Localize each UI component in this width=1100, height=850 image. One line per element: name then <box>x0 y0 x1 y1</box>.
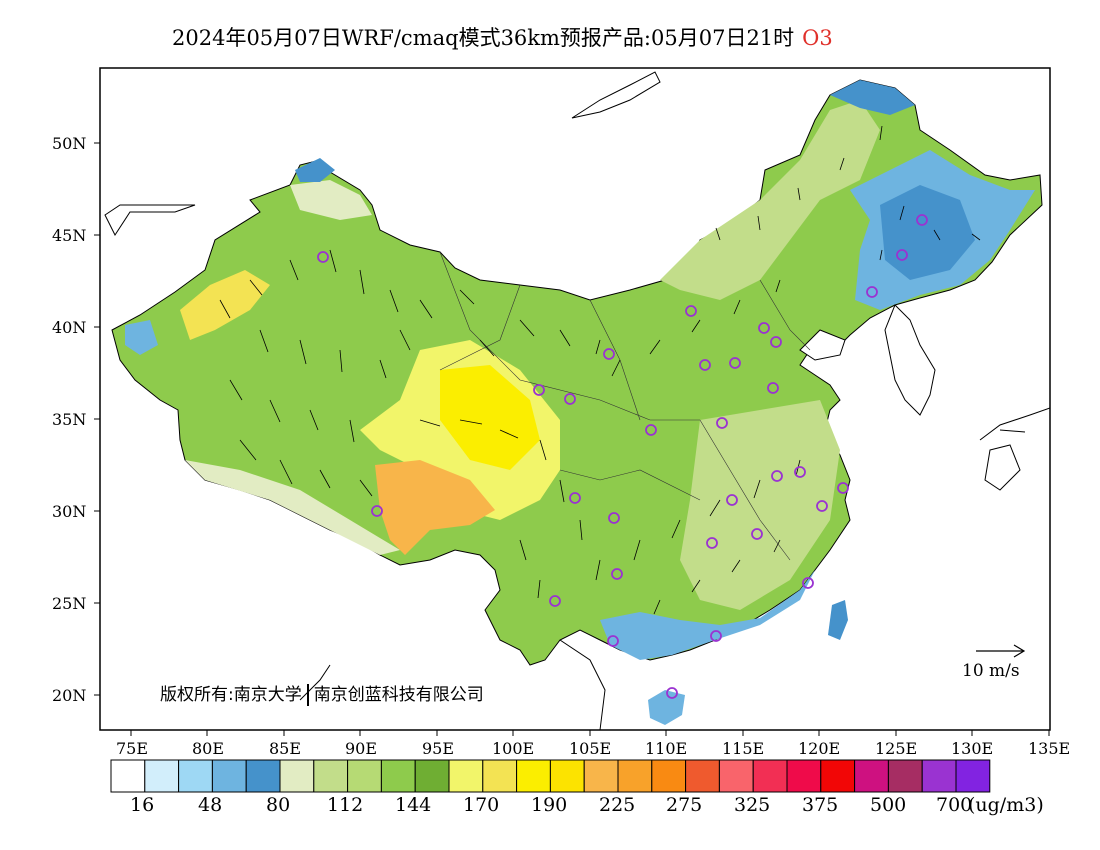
station-markers <box>317 214 928 699</box>
lon-label: 95E <box>422 739 455 758</box>
region-orange-tibet <box>375 460 495 555</box>
colorbar-swatch <box>414 759 450 793</box>
colorbar-label: 190 <box>531 794 568 816</box>
colorbar-swatch <box>921 759 957 793</box>
region-blue-taiwan <box>828 600 848 640</box>
colorbar-swatch <box>347 759 382 793</box>
copyright-right: 南京创蓝科技有限公司 <box>313 685 484 705</box>
lon-label: 80E <box>192 739 225 758</box>
lon-label: 120E <box>798 739 841 758</box>
lat-label: 35N <box>52 410 87 429</box>
colorbar-unit: (ug/m3) <box>968 794 1044 816</box>
colorbar-swatch <box>144 759 180 793</box>
colorbar-label: 325 <box>734 794 771 816</box>
colorbar-label: 275 <box>666 794 703 816</box>
region-blue-northwest <box>295 158 335 182</box>
colorbar-swatch <box>211 759 247 793</box>
colorbar-label: 225 <box>599 794 636 816</box>
map-title: 2024年05月07日WRF/cmaq模式36km预报产品:05月07日21时 O… <box>172 22 833 52</box>
copyright-text: 版权所有:南京大学 南京创蓝科技有限公司 <box>160 680 484 706</box>
region-yellow-xinjiang <box>180 270 270 340</box>
region-pale-north <box>290 180 372 220</box>
region-yellow-center <box>440 365 540 470</box>
colorbar-swatch <box>583 759 619 793</box>
lon-label: 130E <box>951 739 994 758</box>
lon-label: 85E <box>269 739 302 758</box>
colorbar-swatch <box>245 759 281 793</box>
lat-label: 20N <box>52 686 87 705</box>
lat-label: 30N <box>52 502 87 521</box>
colorbar <box>110 759 991 793</box>
colorbar-label: 375 <box>802 794 839 816</box>
colorbar-swatch <box>786 759 822 793</box>
colorbar-swatch <box>549 759 585 793</box>
lat-label: 45N <box>52 226 87 245</box>
wind-vectors <box>219 125 981 615</box>
wind-scale-label: 10 m/s <box>962 661 1020 681</box>
lon-ticks <box>130 730 1050 736</box>
lon-label: 75E <box>116 739 149 758</box>
shandong-coast <box>799 329 846 361</box>
colorbar-swatch <box>448 759 484 793</box>
colorbar-label: 500 <box>870 794 907 816</box>
region-blue-north-tip <box>830 80 915 115</box>
colorbar-swatch <box>718 759 754 793</box>
map-frame <box>99 67 1051 731</box>
lon-label: 115E <box>722 739 765 758</box>
lon-label: 125E <box>875 739 918 758</box>
colorbar-label: 170 <box>463 794 500 816</box>
japan-outline <box>979 407 1050 491</box>
colorbar-swatch <box>313 759 349 793</box>
copyright-left: 版权所有:南京大学 <box>160 685 302 705</box>
lon-label: 135E <box>1028 739 1071 758</box>
colorbar-swatch <box>482 759 518 793</box>
colorbar-swatch <box>380 759 416 793</box>
colorbar-swatch <box>651 759 687 793</box>
colorbar-swatch <box>178 759 213 793</box>
vietnam-outline <box>299 639 606 730</box>
colorbar-swatch <box>279 759 315 793</box>
colorbar-swatch <box>685 759 720 793</box>
region-light-green-ne <box>660 100 880 300</box>
russia-coast-outline <box>571 71 661 119</box>
colorbar-swatch <box>617 759 653 793</box>
region-blue-west <box>125 320 158 355</box>
region-blue-hainan <box>648 690 685 725</box>
region-light-green-south <box>680 400 840 610</box>
wind-scale-arrow <box>976 644 1026 658</box>
caspian-outline <box>104 204 196 237</box>
colorbar-swatch <box>854 759 889 793</box>
colorbar-label: 16 <box>130 794 155 816</box>
colorbar-swatch <box>887 759 923 793</box>
region-blue-northeast-dark <box>880 185 975 280</box>
copyright-separator <box>306 684 309 706</box>
colorbar-label: 48 <box>198 794 223 816</box>
region-blue-guangdong <box>600 570 815 660</box>
lat-label: 25N <box>52 594 87 613</box>
pollutant-label: O3 <box>802 26 833 50</box>
title-text: 2024年05月07日WRF/cmaq模式36km预报产品:05月07日21时 <box>172 26 795 50</box>
lat-label: 40N <box>52 318 87 337</box>
region-pale-west <box>185 460 400 555</box>
lon-label: 110E <box>645 739 688 758</box>
colorbar-swatch <box>752 759 788 793</box>
colorbar-label: 144 <box>395 794 432 816</box>
colorbar-swatch <box>955 759 991 793</box>
colorbar-label: 700 <box>936 794 973 816</box>
lon-label: 105E <box>569 739 612 758</box>
lon-label: 100E <box>492 739 535 758</box>
colorbar-swatch <box>820 759 856 793</box>
colorbar-swatch <box>110 759 146 793</box>
lon-label: 90E <box>345 739 378 758</box>
colorbar-label: 80 <box>266 794 291 816</box>
colorbar-swatch <box>516 759 551 793</box>
colorbar-label: 112 <box>327 794 364 816</box>
korea-outline <box>884 304 936 416</box>
lat-ticks <box>94 142 100 696</box>
lat-label: 50N <box>52 134 87 153</box>
